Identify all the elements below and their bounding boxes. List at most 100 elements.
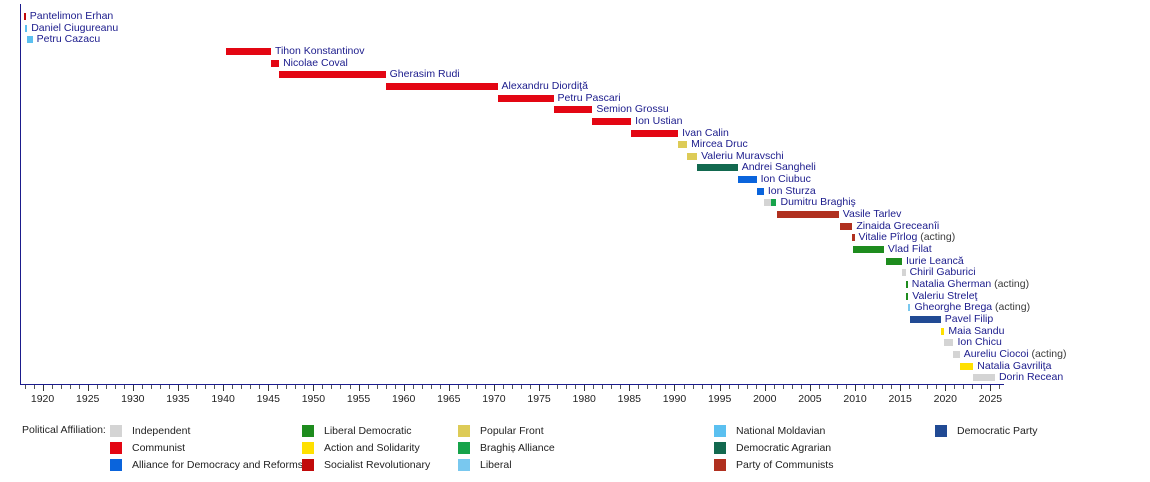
legend-color-swatch (458, 425, 470, 437)
timeline-row[interactable]: Tihon Konstantinov (20, 45, 1004, 58)
timeline-row[interactable]: Andrei Sangheli (20, 161, 1004, 174)
timeline-row[interactable]: Pantelimon Erhan (20, 10, 1004, 23)
timeline-bar[interactable] (687, 152, 698, 160)
timeline-row[interactable]: Ivan Calin (20, 127, 1004, 140)
x-tick-minor (846, 385, 848, 389)
timeline-bar[interactable] (497, 94, 554, 102)
timeline-row[interactable]: Petru Pascari (20, 92, 1004, 105)
timeline-bar[interactable] (553, 106, 593, 114)
timeline-row[interactable]: Gheorghe Brega (acting) (20, 301, 1030, 314)
x-tick-label: 1920 (30, 393, 55, 405)
timeline-row[interactable]: Nicolae Coval (20, 57, 1004, 70)
timeline-bar[interactable] (27, 36, 33, 44)
timeline-row[interactable]: Vasile Tarlev (20, 208, 1004, 221)
x-tick-label: 1985 (617, 393, 642, 405)
timeline-row[interactable]: Semion Grossu (20, 103, 1004, 116)
timeline-row[interactable]: Natalia Gherman (acting) (20, 278, 1029, 291)
timeline-row[interactable]: Daniel Ciugureanu (20, 21, 1004, 35)
timeline-row-label: Mircea Druc (691, 138, 748, 150)
timeline-bar[interactable] (839, 222, 853, 230)
timeline-bar[interactable] (905, 280, 908, 288)
x-tick-minor (376, 385, 378, 389)
x-tick-minor (638, 385, 640, 389)
x-tick-minor (611, 385, 613, 389)
x-tick-minor (241, 385, 243, 389)
timeline-row[interactable]: Ion Ciubuc (20, 173, 1004, 186)
person-name: Gheorghe Brega (914, 301, 993, 314)
x-tick-minor (755, 385, 757, 389)
timeline-row[interactable]: Mircea Druc (20, 138, 1004, 151)
person-name: Ion Sturza (767, 184, 816, 197)
x-tick-minor (647, 385, 649, 389)
legend-color-swatch (302, 442, 314, 454)
timeline-bar[interactable] (631, 129, 679, 137)
timeline-bar[interactable] (270, 59, 280, 67)
timeline-row[interactable]: Chiril Gaburici (20, 266, 1004, 279)
legend-color-swatch (714, 459, 726, 471)
x-tick-major (674, 385, 676, 391)
legend-label: Braghiș Alliance (480, 442, 555, 454)
x-tick-minor (439, 385, 441, 389)
timeline-row-label: Pantelimon Erhan (30, 10, 113, 22)
timeline-bar[interactable] (910, 315, 941, 323)
timeline-row[interactable]: Gherasim Rudi (20, 68, 1004, 81)
timeline-bar[interactable] (756, 187, 764, 195)
timeline-row[interactable]: Dumitru Braghiş (20, 196, 1004, 209)
timeline-bar[interactable] (885, 257, 902, 265)
timeline-bar[interactable] (592, 117, 632, 125)
timeline-row-label: Gheorghe Brega (acting) (915, 301, 1031, 313)
timeline-bar[interactable] (852, 234, 855, 242)
x-tick-minor (692, 385, 694, 389)
x-tick-minor (33, 385, 35, 389)
timeline-row[interactable]: Dorin Recean (20, 371, 1063, 384)
x-tick-minor (105, 385, 107, 389)
timeline-bar[interactable] (853, 246, 884, 253)
timeline-row[interactable]: Vitalie Pîrlog (acting) (20, 231, 1004, 244)
timeline-bar[interactable] (908, 304, 911, 312)
x-tick-minor (927, 385, 929, 389)
timeline-bar[interactable] (940, 327, 945, 335)
x-tick-minor (656, 385, 658, 389)
timeline-bar[interactable] (678, 141, 688, 149)
x-tick-minor (123, 385, 125, 389)
timeline-row[interactable]: Valeriu Streleţ (20, 290, 1004, 303)
timeline-bar[interactable] (771, 199, 777, 207)
timeline-row[interactable]: Zinaida Greceanîi (20, 220, 1004, 233)
timeline-bar[interactable] (905, 292, 909, 300)
legend-color-swatch (458, 459, 470, 471)
timeline-row[interactable]: Iurie Leancă (20, 255, 1004, 268)
timeline-bar[interactable] (225, 47, 271, 55)
x-tick-minor (521, 385, 523, 389)
timeline-bar[interactable] (901, 269, 906, 277)
timeline-row[interactable]: Aureliu Ciocoi (acting) (20, 348, 1066, 361)
x-tick-label: 1980 (572, 393, 596, 405)
timeline-row[interactable]: Natalia Gavriliţa (20, 360, 1051, 373)
timeline-bar[interactable] (279, 71, 386, 79)
timeline-bar[interactable] (23, 13, 26, 20)
timeline-row[interactable]: Maia Sandu (20, 325, 1004, 338)
timeline-bar[interactable] (959, 362, 974, 370)
x-tick-minor (800, 385, 802, 389)
timeline-bar[interactable] (973, 374, 995, 382)
x-tick-minor (141, 385, 143, 389)
timeline-bar[interactable] (763, 199, 772, 207)
timeline-row[interactable]: Valeriu Muravschi (20, 150, 1004, 163)
timeline-bar[interactable] (737, 176, 757, 184)
timeline-row[interactable]: Ion Chicu (20, 336, 1004, 349)
x-tick-minor (24, 385, 26, 389)
timeline-bar[interactable] (385, 82, 498, 90)
timeline-row[interactable]: Ion Sturza (20, 184, 1004, 198)
x-tick-label: 1975 (527, 393, 551, 405)
timeline-bar[interactable] (776, 211, 839, 219)
timeline-bar[interactable] (697, 164, 738, 172)
timeline-bar[interactable] (953, 350, 960, 358)
x-tick-minor (918, 385, 920, 389)
timeline-row[interactable]: Pavel Filip (20, 313, 1004, 326)
timeline-row[interactable]: Alexandru Diordiţă (20, 80, 1004, 93)
person-name: Daniel Ciugureanu (31, 21, 119, 34)
timeline-row[interactable]: Petru Cazacu (20, 33, 1004, 46)
timeline-bar[interactable] (944, 339, 954, 347)
timeline-bar[interactable] (24, 24, 28, 32)
timeline-row[interactable]: Ion Ustian (20, 115, 1004, 128)
timeline-row[interactable]: Vlad Filat (20, 243, 1004, 256)
